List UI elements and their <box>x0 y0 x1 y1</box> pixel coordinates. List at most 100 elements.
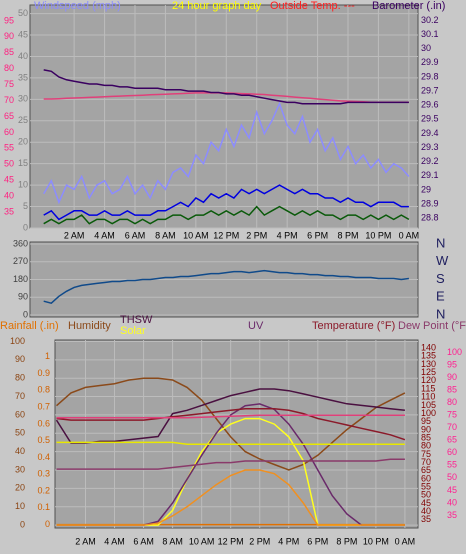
x-tick-label: 6 PM <box>307 536 328 546</box>
y-tick-label: N <box>436 235 445 250</box>
series-line <box>43 101 410 205</box>
y-tick-label: 29.6 <box>421 100 439 110</box>
y-tick-label: 15 <box>18 158 28 168</box>
y-tick-label: 130 <box>421 359 436 369</box>
y-tick-label: S <box>436 271 445 286</box>
y-tick-label: 95 <box>4 15 14 25</box>
y-tick-label: 20 <box>18 137 28 147</box>
x-tick-label: 10 AM <box>183 230 209 240</box>
y-tick-label: W <box>436 253 449 268</box>
plot-area <box>29 4 419 229</box>
y-tick-label: 40 <box>15 446 25 456</box>
y-tick-label: 60 <box>4 127 14 137</box>
legend-entry: Windspeed (mph) <box>34 0 121 12</box>
y-tick-label: 55 <box>447 460 457 470</box>
y-tick-label: 30.1 <box>421 29 439 39</box>
y-tick-label: 45 <box>421 498 431 508</box>
legend-entry: Humidity <box>68 320 111 332</box>
y-tick-label: 50 <box>4 159 14 169</box>
y-tick-label: 360 <box>13 238 28 248</box>
y-tick-label: 125 <box>421 367 436 377</box>
y-tick-label: 0.5 <box>37 435 50 445</box>
y-tick-label: 120 <box>421 375 436 385</box>
x-tick-label: 10 PM <box>363 536 389 546</box>
y-tick-label: 29 <box>421 184 431 194</box>
y-tick-label: 40 <box>4 191 14 201</box>
y-tick-label: 30 <box>15 464 25 474</box>
y-tick-label: 29.7 <box>421 85 439 95</box>
y-tick-label: 29.4 <box>421 128 439 138</box>
y-tick-label: 30 <box>18 94 28 104</box>
y-tick-label: 95 <box>447 359 457 369</box>
y-tick-label: 35 <box>18 72 28 82</box>
x-tick-label: 10 PM <box>365 230 391 240</box>
series-line <box>43 69 409 105</box>
x-tick-label: 0 AM <box>395 536 416 546</box>
y-tick-label: 25 <box>18 115 28 125</box>
series-line <box>56 469 405 526</box>
y-tick-label: 135 <box>421 351 436 361</box>
y-tick-label: 50 <box>18 8 28 18</box>
series-line <box>43 92 409 103</box>
y-tick-label: 40 <box>18 51 28 61</box>
y-tick-label: 70 <box>421 457 431 467</box>
x-tick-label: 8 AM <box>155 230 176 240</box>
x-tick-label: 2 AM <box>64 230 85 240</box>
y-tick-label: 100 <box>10 336 25 346</box>
y-tick-label: 0.3 <box>37 469 50 479</box>
x-tick-label: 6 AM <box>125 230 146 240</box>
legend-entry: THSW <box>120 314 153 326</box>
y-tick-label: 180 <box>13 274 28 284</box>
y-tick-label: 0.8 <box>37 385 50 395</box>
y-tick-label: 65 <box>447 435 457 445</box>
y-tick-label: 75 <box>447 410 457 420</box>
y-tick-label: 100 <box>447 347 462 357</box>
y-tick-label: 30 <box>421 43 431 53</box>
x-tick-label: 2 PM <box>246 230 267 240</box>
y-tick-label: 29.1 <box>421 170 439 180</box>
y-tick-label: 60 <box>447 447 457 457</box>
y-tick-label: 270 <box>13 256 28 266</box>
legend-entry: Dew Point (°F) <box>398 320 466 332</box>
y-tick-label: 90 <box>421 424 431 434</box>
y-tick-label: 75 <box>421 449 431 459</box>
y-tick-label: 0 <box>20 519 25 529</box>
y-tick-label: E <box>436 289 445 304</box>
y-tick-label: 80 <box>447 397 457 407</box>
y-tick-label: 60 <box>421 473 431 483</box>
y-tick-label: 45 <box>447 485 457 495</box>
series-line <box>43 184 409 221</box>
y-tick-label: 0 <box>45 519 50 529</box>
x-tick-label: 6 AM <box>133 536 154 546</box>
series-line <box>56 414 405 419</box>
y-tick-label: 85 <box>447 385 457 395</box>
y-tick-label: 35 <box>4 206 14 216</box>
x-tick-label: 4 AM <box>94 230 115 240</box>
x-tick-label: 12 PM <box>213 230 239 240</box>
y-tick-label: 55 <box>421 482 431 492</box>
legend-entry: UV <box>248 320 264 332</box>
y-tick-label: 95 <box>421 416 431 426</box>
y-tick-label: 50 <box>15 428 25 438</box>
legend-entry: Barometer (.in) <box>372 0 445 12</box>
series-line <box>43 205 410 225</box>
y-tick-label: 50 <box>421 490 431 500</box>
y-tick-label: 29.8 <box>421 71 439 81</box>
x-tick-label: 2 PM <box>249 536 270 546</box>
y-tick-label: 85 <box>421 432 431 442</box>
y-tick-label: 90 <box>447 372 457 382</box>
x-tick-label: 10 AM <box>189 536 215 546</box>
y-tick-label: 35 <box>421 514 431 524</box>
y-tick-label: 0.7 <box>37 402 50 412</box>
y-tick-label: 50 <box>447 472 457 482</box>
y-tick-label: 40 <box>447 497 457 507</box>
y-tick-label: 140 <box>421 343 436 353</box>
y-tick-label: 110 <box>421 392 435 402</box>
y-tick-label: 0.9 <box>37 368 50 378</box>
y-tick-label: 0.2 <box>37 485 50 495</box>
series-line <box>55 388 405 444</box>
y-tick-label: 40 <box>421 506 431 516</box>
x-tick-label: 8 AM <box>162 536 183 546</box>
series-line <box>43 269 409 305</box>
